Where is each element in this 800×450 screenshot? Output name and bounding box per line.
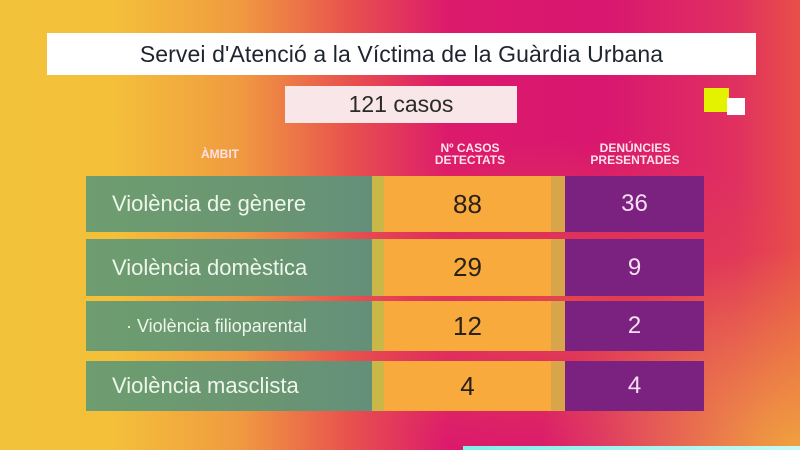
row-denuncies: 2 bbox=[565, 301, 704, 351]
divider bbox=[372, 176, 384, 232]
bottom-accent-bar bbox=[463, 446, 800, 450]
row-denuncies: 4 bbox=[565, 361, 704, 411]
logo-square-white-icon bbox=[727, 98, 745, 115]
divider bbox=[551, 361, 565, 411]
column-header-denuncies-line1: DENÚNCIES bbox=[599, 141, 671, 155]
divider bbox=[372, 239, 384, 296]
row-casos: 88 bbox=[384, 176, 551, 232]
row-ambit: Violència domèstica bbox=[86, 239, 372, 296]
row-denuncies: 9 bbox=[565, 239, 704, 296]
row-casos: 12 bbox=[384, 301, 551, 351]
column-header-ambit: ÀMBIT bbox=[201, 147, 239, 161]
divider bbox=[551, 301, 565, 351]
divider bbox=[372, 361, 384, 411]
row-ambit: Violència masclista bbox=[86, 361, 372, 411]
divider bbox=[551, 176, 565, 232]
row-denuncies: 36 bbox=[565, 176, 704, 232]
total-cases-badge: 121 casos bbox=[285, 86, 517, 123]
page-title: Servei d'Atenció a la Víctima de la Guàr… bbox=[47, 33, 756, 75]
divider bbox=[551, 239, 565, 296]
column-header-casos-line2: DETECTATS bbox=[434, 153, 506, 167]
row-ambit: · Violència filioparental bbox=[86, 301, 372, 351]
column-header-casos: Nº CASOS DETECTATS bbox=[410, 142, 530, 166]
column-header-denuncies-line2: PRESENTADES bbox=[590, 153, 680, 167]
table-row: Violència masclista 4 4 bbox=[86, 361, 704, 411]
logo-square-yellow-icon bbox=[704, 88, 729, 112]
row-casos: 29 bbox=[384, 239, 551, 296]
table-row: Violència de gènere 88 36 bbox=[86, 176, 704, 232]
column-header-casos-line1: Nº CASOS bbox=[440, 141, 500, 155]
row-casos: 4 bbox=[384, 361, 551, 411]
table-row: · Violència filioparental 12 2 bbox=[86, 301, 704, 351]
divider bbox=[372, 301, 384, 351]
column-header-denuncies: DENÚNCIES PRESENTADES bbox=[565, 142, 705, 166]
row-ambit: Violència de gènere bbox=[86, 176, 372, 232]
table-row: Violència domèstica 29 9 bbox=[86, 239, 704, 296]
